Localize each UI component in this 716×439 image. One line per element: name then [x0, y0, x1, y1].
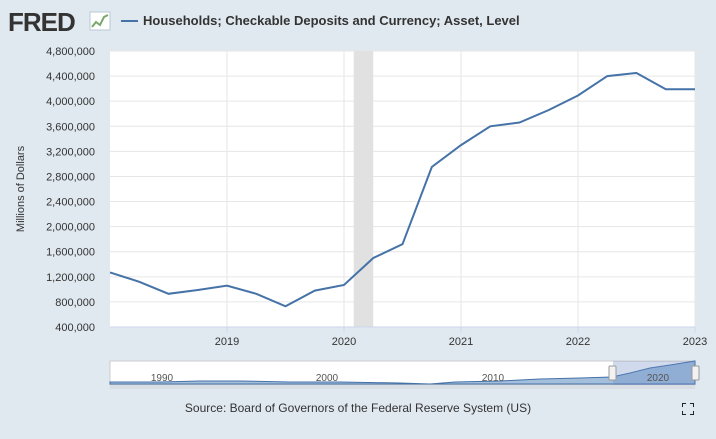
navigator-year-label: 1990 — [151, 373, 174, 384]
legend-label: Households; Checkable Deposits and Curre… — [143, 13, 520, 28]
data-point — [605, 74, 609, 78]
data-point — [108, 270, 112, 274]
y-tick-label: 400,000 — [55, 322, 95, 334]
navigator[interactable]: 1990 2000 2010 2020 — [109, 360, 700, 389]
y-tick-label: 800,000 — [55, 297, 95, 309]
logo-text: FRED — [8, 7, 75, 37]
navigator-year-label: 2020 — [647, 373, 670, 384]
y-tick-label: 3,600,000 — [46, 121, 95, 133]
data-point — [196, 288, 200, 292]
data-point — [313, 289, 317, 293]
data-point — [167, 292, 171, 296]
grid-lines — [110, 50, 696, 328]
data-point — [576, 94, 580, 98]
x-tick-label: 2022 — [566, 336, 590, 348]
y-axis-label: Millions of Dollars — [15, 145, 27, 232]
navigator-selected-range[interactable] — [613, 361, 695, 385]
y-tick-label: 4,000,000 — [46, 96, 95, 108]
x-tick-label: 2020 — [332, 336, 356, 348]
data-point — [225, 284, 229, 288]
data-point — [664, 87, 668, 91]
data-point — [137, 280, 141, 284]
y-tick-label: 2,400,000 — [46, 197, 95, 209]
data-point — [401, 242, 405, 246]
y-tick-label: 1,200,000 — [46, 272, 95, 284]
data-point — [459, 143, 463, 147]
y-tick-label: 3,200,000 — [46, 146, 95, 158]
data-point — [547, 108, 551, 112]
fullscreen-icon[interactable] — [682, 403, 694, 415]
plot-background — [110, 51, 695, 327]
navigator-left-handle[interactable] — [608, 365, 617, 381]
x-axis-ticks: 2019 2020 2021 2022 2023 — [110, 326, 707, 348]
series-line[interactable] — [109, 71, 695, 308]
legend[interactable]: Households; Checkable Deposits and Curre… — [121, 13, 520, 28]
y-tick-label: 1,600,000 — [46, 247, 95, 259]
source-note: Source: Board of Governors of the Federa… — [184, 401, 532, 415]
data-point — [693, 87, 697, 91]
y-tick-label: 4,400,000 — [46, 71, 95, 83]
y-tick-label: 2,800,000 — [46, 171, 95, 183]
x-tick-label: 2021 — [449, 336, 473, 348]
data-point — [518, 121, 522, 125]
navigator-scrollbar[interactable] — [110, 385, 695, 389]
navigator-year-labels: 1990 2000 2010 2020 — [151, 373, 670, 384]
data-point — [635, 71, 639, 75]
navigator-right-handle[interactable] — [691, 365, 700, 381]
recession-band — [353, 51, 374, 327]
data-point — [342, 283, 346, 287]
y-axis-ticks: 400,000 800,000 1,200,000 1,600,000 2,000,00… — [46, 46, 95, 334]
fred-logo[interactable]: FRED — [8, 7, 111, 37]
navigator-year-label: 2000 — [316, 373, 339, 384]
y-tick-label: 4,800,000 — [46, 46, 95, 58]
navigator-year-label: 2010 — [482, 373, 505, 384]
x-tick-label: 2023 — [683, 336, 707, 348]
data-point — [430, 165, 434, 169]
data-point — [284, 304, 288, 308]
data-point — [371, 256, 375, 260]
navigator-series-area — [109, 360, 696, 385]
logo-graph-icon — [89, 11, 111, 31]
x-tick-label: 2019 — [215, 336, 239, 348]
y-tick-label: 2,000,000 — [46, 222, 95, 234]
data-point — [254, 292, 258, 296]
data-point — [488, 124, 492, 128]
